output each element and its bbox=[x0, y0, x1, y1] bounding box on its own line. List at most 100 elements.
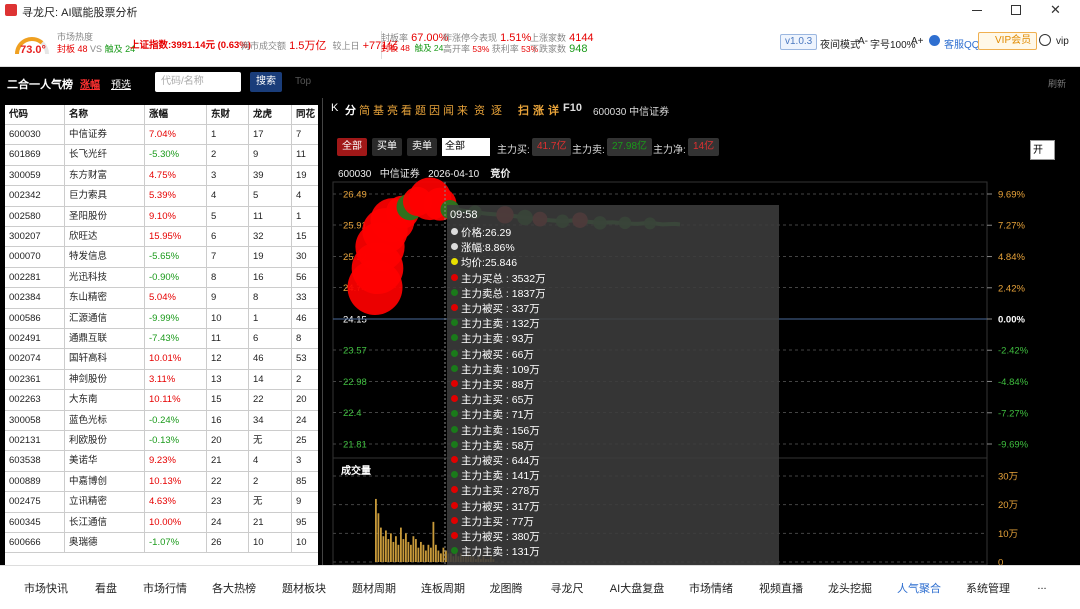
nav-item[interactable]: 寻龙尺 bbox=[550, 583, 584, 595]
y2-tick-label: 7.27% bbox=[998, 221, 1025, 232]
nav-item[interactable]: 市场情绪 bbox=[689, 583, 733, 595]
detail-tab[interactable]: 基 bbox=[373, 105, 384, 117]
table-cell: 4.63% bbox=[145, 492, 207, 513]
table-cell: -5.30% bbox=[145, 145, 207, 166]
vip-button[interactable]: VIP会员 bbox=[978, 32, 1038, 50]
stat-value: 14亿 bbox=[688, 138, 720, 156]
chart-date: 2026-04-10 bbox=[428, 169, 480, 180]
user-name[interactable]: vip bbox=[1056, 36, 1069, 47]
search-input[interactable]: 代码/名称 bbox=[155, 72, 241, 92]
nav-item[interactable]: 龙图腾 bbox=[489, 583, 523, 595]
detail-tab[interactable]: 因 bbox=[429, 105, 440, 117]
nav-item[interactable]: 连板周期 bbox=[421, 583, 465, 595]
nav-item[interactable]: 视频直播 bbox=[759, 583, 803, 595]
table-cell: 46 bbox=[249, 349, 292, 370]
font-plus[interactable]: A+ bbox=[911, 36, 924, 47]
table-cell: 002342 bbox=[5, 186, 65, 207]
y-tick-label: 22.4 bbox=[343, 408, 362, 419]
tool-tab[interactable]: 涨 bbox=[533, 105, 544, 117]
detail-tab[interactable]: 简 bbox=[359, 105, 370, 117]
open-button[interactable]: 开 bbox=[1030, 140, 1055, 160]
table-cell: 6 bbox=[207, 227, 249, 248]
heat-gauge: 73.0° bbox=[15, 37, 49, 56]
font-minus[interactable]: A- bbox=[858, 36, 868, 47]
minimize-button[interactable] bbox=[972, 10, 982, 11]
nav-item[interactable]: 各大热榜 bbox=[212, 583, 256, 595]
nav-item[interactable]: 看盘 bbox=[95, 583, 117, 595]
table-cell: 002131 bbox=[5, 431, 65, 452]
stock-name: 中信证券 bbox=[379, 169, 420, 180]
column-header[interactable]: 同花 bbox=[292, 105, 318, 125]
y2-tick-label: 0.00% bbox=[998, 315, 1025, 326]
table-cell: 8 bbox=[207, 267, 249, 289]
nav-item[interactable]: AI大盘复盘 bbox=[609, 583, 665, 595]
close-button[interactable]: ✕ bbox=[1050, 2, 1061, 17]
turnover: 两市成交额 1.5万亿 较上日 +771亿 bbox=[241, 37, 398, 53]
detail-tab[interactable]: K bbox=[331, 102, 339, 114]
volume-bar bbox=[400, 527, 402, 562]
volume-bar bbox=[375, 498, 377, 562]
info-icon bbox=[929, 35, 940, 46]
user-icon[interactable] bbox=[1039, 34, 1051, 46]
support-link[interactable]: 客服QQ bbox=[944, 40, 980, 51]
filter-button[interactable]: 卖单 bbox=[407, 138, 437, 156]
volume-bar bbox=[377, 513, 380, 562]
filter-button[interactable]: 买单 bbox=[372, 138, 402, 156]
bottom-nav: 市场快讯 看盘 市场行情 各大热榜 题材板块 题材周期 连板周期 龙图腾 寻龙尺 AI大盘复盘 市场… bbox=[0, 565, 1080, 609]
table-cell: -0.24% bbox=[145, 410, 207, 431]
maximize-button[interactable] bbox=[1011, 5, 1021, 15]
tool-tab[interactable]: 详 bbox=[548, 105, 559, 117]
detail-tab[interactable]: 看 bbox=[401, 105, 412, 117]
table-cell: 大东南 bbox=[65, 390, 145, 411]
detail-tab[interactable]: 亮 bbox=[387, 105, 398, 117]
seal-rate-value: 67.00% bbox=[411, 32, 449, 44]
table-cell: 国轩高科 bbox=[65, 349, 145, 370]
table-cell: 603538 bbox=[5, 451, 65, 472]
detail-tab[interactable]: 分 bbox=[345, 105, 356, 117]
table-cell: 3 bbox=[207, 165, 249, 187]
refresh-button[interactable]: 刷新 bbox=[1048, 79, 1067, 89]
column-header[interactable]: 东财 bbox=[207, 105, 249, 125]
detail-tab[interactable]: 闻 bbox=[443, 105, 454, 117]
tool-tab[interactable]: F10 bbox=[563, 102, 582, 114]
nav-item[interactable]: 题材周期 bbox=[352, 583, 396, 595]
table-cell: 300058 bbox=[5, 410, 65, 431]
tool-tab[interactable]: 扫 bbox=[518, 105, 529, 117]
nav-item[interactable]: 龙头挖掘 bbox=[828, 583, 872, 595]
type-select[interactable]: 全部 bbox=[442, 138, 490, 156]
column-header[interactable]: 龙虎 bbox=[249, 105, 292, 125]
table-cell: 39 bbox=[249, 165, 292, 187]
table-cell: 11 bbox=[292, 145, 318, 166]
tab-rise[interactable]: 涨幅 bbox=[80, 80, 100, 91]
detail-tab[interactable]: 资 bbox=[474, 105, 485, 117]
tab-preselect[interactable]: 预选 bbox=[111, 80, 131, 91]
search-button[interactable]: 搜索 bbox=[250, 72, 282, 92]
ranking-table: 代码 名称 涨幅 东财 龙虎 同花 600030 中信证券 7.04% 1 17 7 601869 长飞光… bbox=[5, 105, 318, 565]
nav-item[interactable]: 市场快讯 bbox=[24, 583, 68, 595]
volume-tick-label: 30万 bbox=[998, 472, 1018, 483]
nav-item[interactable]: 市场行情 bbox=[143, 583, 187, 595]
stat-label: 主力净: bbox=[653, 145, 686, 156]
top-button[interactable]: Top bbox=[295, 76, 312, 87]
detail-tab[interactable]: 来 bbox=[457, 105, 468, 117]
market-bar: 73.0° 市场热度 封板 48 VS 触及 24 上证指数:3991.14元 … bbox=[0, 22, 1080, 67]
detail-tab[interactable]: 逐 bbox=[491, 105, 502, 117]
column-header[interactable]: 代码 bbox=[5, 105, 65, 125]
nav-item[interactable]: 系统管理 bbox=[966, 583, 1010, 595]
y2-tick-label: 9.69% bbox=[998, 190, 1025, 201]
table-cell: 002580 bbox=[5, 206, 65, 227]
y2-tick-label: 2.42% bbox=[998, 283, 1025, 294]
filter-button[interactable]: 全部 bbox=[337, 138, 367, 156]
nav-item[interactable]: 题材板块 bbox=[282, 583, 326, 595]
night-mode[interactable]: 夜间模式 bbox=[820, 40, 860, 51]
tooltip-row: 主力主卖 : 141万 bbox=[461, 470, 540, 483]
column-header[interactable]: 涨幅 bbox=[145, 105, 207, 125]
detail-tab[interactable]: 题 bbox=[415, 105, 426, 117]
y-tick-label: 22.98 bbox=[343, 377, 367, 388]
table-cell: 23 bbox=[207, 492, 249, 513]
nav-item[interactable]: 人气聚合 bbox=[897, 583, 941, 595]
nav-item[interactable]: ... bbox=[1037, 580, 1047, 592]
open-rate: 53% bbox=[472, 44, 490, 54]
column-header[interactable]: 名称 bbox=[65, 105, 145, 125]
tooltip-row: 主力主买 : 88万 bbox=[461, 379, 534, 391]
